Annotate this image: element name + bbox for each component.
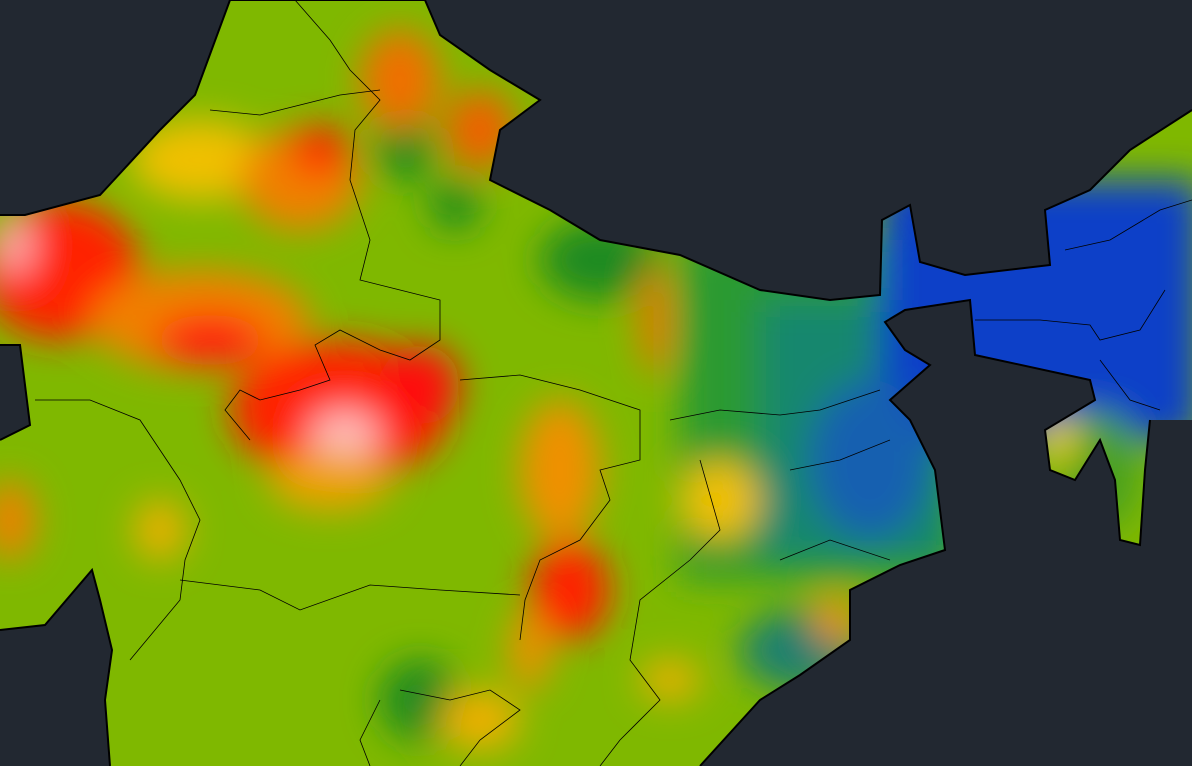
state-borders <box>35 0 1192 766</box>
